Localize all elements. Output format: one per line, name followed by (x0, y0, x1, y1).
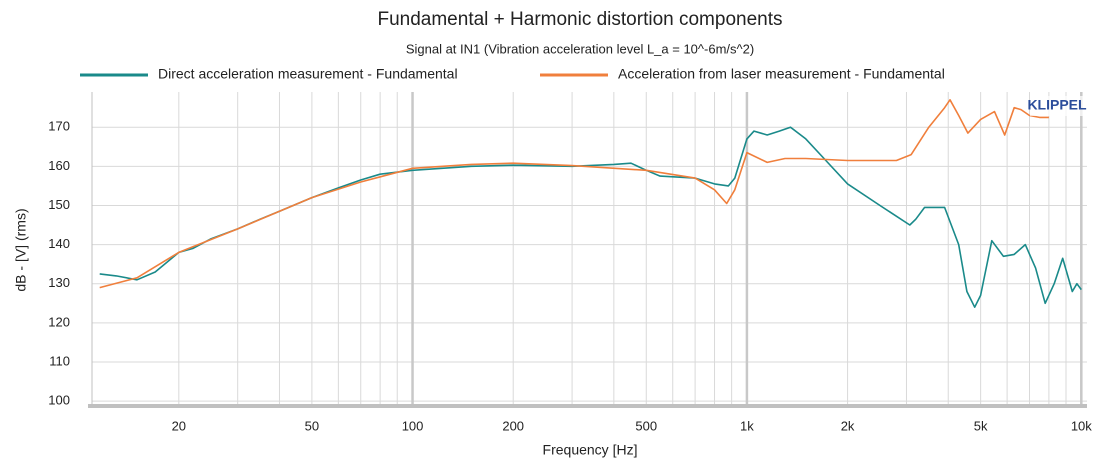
x-tick-label: 1k (740, 418, 754, 433)
y-axis-label: dB - [V] (rms) (13, 208, 29, 291)
y-tick-label: 100 (48, 393, 70, 408)
chart-title: Fundamental + Harmonic distortion compon… (377, 9, 782, 30)
series-line (99, 99, 1049, 289)
legend-label: Acceleration from laser measurement - Fu… (618, 66, 945, 82)
x-axis-label: Frequency [Hz] (543, 442, 638, 458)
x-tick-label: 100 (402, 418, 424, 433)
y-tick-label: 170 (48, 119, 70, 134)
x-tick-label: 10k (1071, 418, 1092, 433)
y-tick-label: 120 (48, 314, 70, 329)
x-tick-label: 200 (502, 418, 524, 433)
logo-bg (1030, 96, 1084, 116)
y-tick-label: 150 (48, 197, 70, 212)
y-tick-label: 110 (49, 353, 70, 368)
x-tick-label: 500 (635, 418, 657, 433)
chart-subtitle: Signal at IN1 (Vibration acceleration le… (406, 41, 754, 56)
x-tick-label: 2k (841, 418, 855, 433)
y-tick-label: 160 (48, 158, 70, 173)
y-tick-label: 130 (48, 275, 70, 290)
logo: KLIPPEL (1027, 97, 1087, 113)
x-tick-label: 5k (974, 418, 988, 433)
y-tick-label: 140 (48, 236, 70, 251)
x-tick-label: 50 (305, 418, 319, 433)
x-tick-label: 20 (172, 418, 186, 433)
legend-label: Direct acceleration measurement - Fundam… (158, 66, 458, 82)
series-line (99, 126, 1082, 308)
